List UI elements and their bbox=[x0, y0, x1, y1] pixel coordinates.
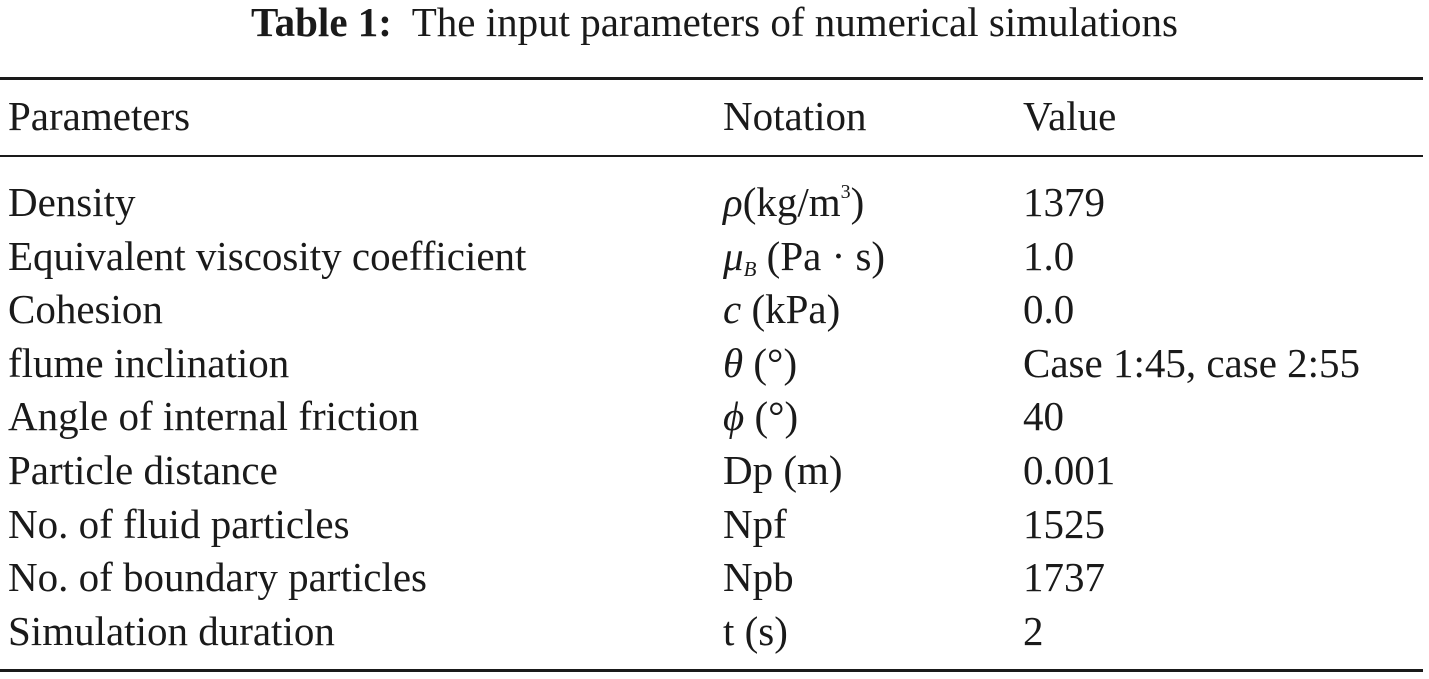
cell-value: 0.0 bbox=[1023, 286, 1075, 333]
notation-symbol: c bbox=[723, 286, 742, 333]
header-parameters: Parameters bbox=[8, 93, 191, 139]
notation-symbol: ϕ bbox=[723, 393, 745, 440]
table-row: Angle of internal friction ϕ (°) 40 bbox=[0, 390, 1429, 442]
table-caption-text: The input parameters of numerical simula… bbox=[411, 0, 1178, 45]
notation-unit-end: ) bbox=[850, 179, 865, 225]
cell-value: 1379 bbox=[1023, 179, 1105, 225]
table-row: Simulation duration t (s) 2 bbox=[0, 605, 1429, 657]
header-value: Value bbox=[1023, 93, 1117, 139]
cell-notation: μB (Pa · s) bbox=[723, 230, 885, 295]
cell-notation: Dp (m) bbox=[723, 444, 843, 509]
notation-unit: t (s) bbox=[723, 607, 788, 654]
notation-subscript: B bbox=[743, 256, 757, 281]
table-header-row: Parameters Notation Value bbox=[0, 90, 1429, 142]
notation-unit: (°) bbox=[743, 339, 798, 386]
table-row: Cohesion c (kPa) 0.0 bbox=[0, 283, 1429, 335]
cell-parameter: No. of boundary particles bbox=[8, 554, 427, 601]
cell-notation: ϕ (°) bbox=[723, 390, 798, 455]
table-row: Equivalent viscosity coefficient μB (Pa ·… bbox=[0, 230, 1429, 282]
cell-value: Case 1:45, case 2:55 bbox=[1023, 339, 1361, 386]
cell-parameter: flume inclination bbox=[8, 339, 290, 386]
cell-notation: ρ(kg/m3) bbox=[723, 176, 864, 241]
cell-value: 1737 bbox=[1023, 554, 1105, 601]
cell-value: 1525 bbox=[1023, 500, 1105, 547]
cell-parameter: Cohesion bbox=[8, 286, 163, 333]
table-caption-label: Table 1: bbox=[251, 0, 392, 45]
cell-notation: t (s) bbox=[723, 605, 788, 670]
cell-value: 2 bbox=[1023, 607, 1044, 654]
table-row: No. of boundary particles Npb 1737 bbox=[0, 551, 1429, 603]
notation-unit: (kPa) bbox=[741, 286, 841, 333]
cell-parameter: No. of fluid particles bbox=[8, 500, 350, 547]
table-row: flume inclination θ (°) Case 1:45, case 2:… bbox=[0, 337, 1429, 389]
cell-value: 0.001 bbox=[1023, 447, 1116, 493]
cell-notation: c (kPa) bbox=[723, 283, 840, 348]
table-caption: Table 1: The input parameters of numeric… bbox=[0, 0, 1429, 44]
cell-value: 40 bbox=[1023, 393, 1064, 440]
cell-parameter: Equivalent viscosity coefficient bbox=[8, 232, 527, 279]
cell-parameter: Simulation duration bbox=[8, 607, 335, 654]
cell-parameter: Density bbox=[8, 179, 136, 225]
notation-symbol: ρ bbox=[723, 179, 743, 225]
notation-unit: Dp (m) bbox=[723, 447, 843, 493]
table-top-rule bbox=[0, 77, 1423, 80]
header-notation: Notation bbox=[723, 93, 867, 139]
table-header-rule bbox=[0, 155, 1423, 157]
notation-unit: (°) bbox=[744, 393, 799, 440]
cell-value: 1.0 bbox=[1023, 232, 1075, 279]
cell-parameter: Angle of internal friction bbox=[8, 393, 420, 440]
cell-notation: Npb bbox=[723, 551, 794, 616]
notation-symbol: θ bbox=[723, 339, 744, 386]
notation-symbol: μ bbox=[723, 232, 744, 279]
table-row: Density ρ(kg/m3) 1379 bbox=[0, 176, 1429, 228]
cell-notation: θ (°) bbox=[723, 337, 797, 402]
table-bottom-rule bbox=[0, 669, 1423, 672]
notation-unit: (Pa · s) bbox=[756, 232, 886, 279]
notation-unit: Npf bbox=[723, 500, 787, 547]
cell-notation: Npf bbox=[723, 498, 787, 563]
table-row: No. of fluid particles Npf 1525 bbox=[0, 498, 1429, 550]
notation-unit: Npb bbox=[723, 554, 794, 601]
table-row: Particle distance Dp (m) 0.001 bbox=[0, 444, 1429, 496]
notation-superscript: 3 bbox=[840, 181, 851, 203]
cell-parameter: Particle distance bbox=[8, 447, 278, 493]
notation-unit: (kg/m bbox=[742, 179, 841, 225]
